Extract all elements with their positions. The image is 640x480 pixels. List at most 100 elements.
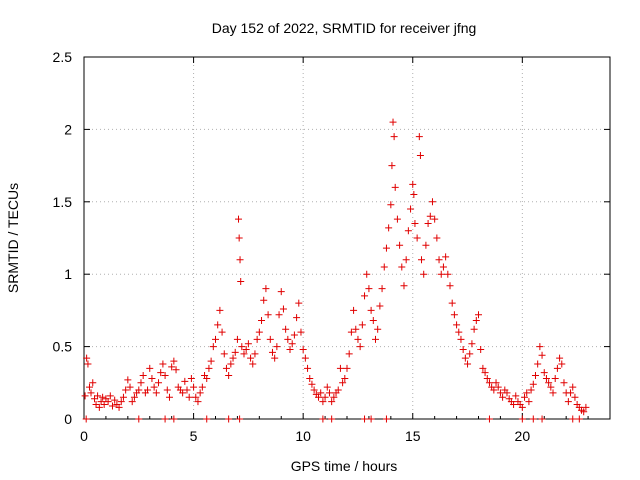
data-point xyxy=(545,379,553,387)
data-point xyxy=(124,376,132,384)
y-axis-label: SRMTID / TECUs xyxy=(5,183,21,293)
data-point xyxy=(216,306,224,314)
data-point xyxy=(490,386,498,394)
data-point xyxy=(84,360,92,368)
data-point xyxy=(556,354,564,362)
data-point xyxy=(328,398,336,406)
data-point xyxy=(148,374,156,382)
data-point xyxy=(551,374,559,382)
data-point xyxy=(536,343,544,351)
data-point xyxy=(448,299,456,307)
data-point xyxy=(380,263,388,271)
data-point xyxy=(416,151,424,159)
data-point xyxy=(388,162,396,170)
data-point xyxy=(119,393,127,401)
data-point xyxy=(299,345,307,353)
data-point xyxy=(492,379,500,387)
data-point xyxy=(510,401,518,409)
data-point xyxy=(420,270,428,278)
data-point xyxy=(558,360,566,368)
data-point xyxy=(203,415,211,423)
data-point xyxy=(192,393,200,401)
data-point xyxy=(350,306,358,314)
data-point xyxy=(306,374,314,382)
data-point xyxy=(315,393,323,401)
x-axis-label: GPS time / hours xyxy=(291,458,398,474)
data-point xyxy=(376,302,384,310)
data-point xyxy=(413,234,421,242)
data-point xyxy=(472,317,480,325)
data-point xyxy=(144,386,152,394)
data-point xyxy=(499,393,507,401)
data-point xyxy=(461,354,469,362)
data-point xyxy=(319,398,327,406)
data-point xyxy=(374,325,382,333)
data-point xyxy=(385,224,393,232)
data-point xyxy=(91,395,99,403)
data-point xyxy=(260,296,268,304)
data-point xyxy=(361,415,369,423)
data-point xyxy=(468,340,476,348)
y-tick-label: 0.5 xyxy=(53,339,73,355)
data-point xyxy=(529,415,537,423)
data-point xyxy=(237,277,245,285)
data-point xyxy=(135,415,143,423)
data-point xyxy=(481,369,489,377)
data-point xyxy=(369,317,377,325)
data-point xyxy=(330,393,338,401)
data-point xyxy=(179,389,187,397)
data-point xyxy=(361,292,369,300)
data-point xyxy=(398,263,406,271)
data-point xyxy=(304,364,312,372)
data-point xyxy=(567,389,575,397)
data-point xyxy=(165,393,173,401)
data-point xyxy=(130,393,138,401)
data-point xyxy=(295,299,303,307)
data-point xyxy=(310,386,318,394)
data-point xyxy=(343,364,351,372)
data-point xyxy=(146,364,154,372)
data-point xyxy=(365,285,373,293)
data-point xyxy=(538,351,546,359)
data-point xyxy=(279,305,287,313)
data-point xyxy=(236,256,244,264)
data-point xyxy=(415,133,423,141)
data-point xyxy=(466,350,474,358)
data-point xyxy=(404,227,412,235)
data-point xyxy=(407,205,415,213)
data-point xyxy=(459,345,467,353)
data-point xyxy=(334,386,342,394)
data-point xyxy=(185,393,193,401)
data-point xyxy=(325,389,333,397)
data-point xyxy=(262,285,270,293)
data-point xyxy=(569,415,577,423)
data-point xyxy=(159,360,167,368)
data-point xyxy=(321,393,329,401)
data-point xyxy=(356,343,364,351)
data-point xyxy=(293,314,301,322)
data-point xyxy=(446,282,454,290)
data-point xyxy=(529,380,537,388)
data-point xyxy=(227,360,235,368)
data-point xyxy=(97,398,105,406)
data-point xyxy=(411,220,419,228)
data-point xyxy=(393,215,401,223)
data-point xyxy=(422,241,430,249)
data-point xyxy=(518,403,526,411)
x-tick-label: 20 xyxy=(515,428,531,444)
data-point xyxy=(389,118,397,126)
data-point xyxy=(391,183,399,191)
data-point xyxy=(547,383,555,391)
data-point xyxy=(396,241,404,249)
data-point xyxy=(155,379,163,387)
data-point xyxy=(477,345,485,353)
y-tick-label: 2 xyxy=(64,121,72,137)
data-point xyxy=(229,354,237,362)
data-point xyxy=(255,328,263,336)
data-point xyxy=(367,415,375,423)
data-point xyxy=(85,383,93,391)
data-point xyxy=(126,383,134,391)
data-point xyxy=(104,398,112,406)
data-point xyxy=(161,415,169,423)
data-point xyxy=(512,392,520,400)
